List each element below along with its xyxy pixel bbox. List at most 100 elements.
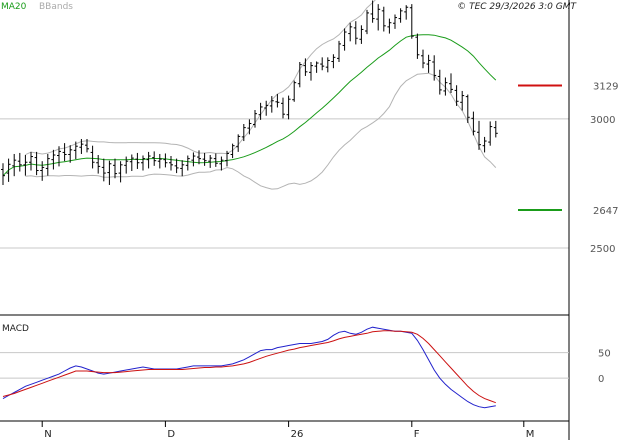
ohlc-bar: [365, 9, 369, 35]
ohlc-bar: [426, 54, 431, 73]
ohlc-bar: [17, 152, 22, 172]
ohlc-bar: [465, 94, 470, 123]
macd-y-tick-label: 50: [598, 349, 611, 360]
ohlc-bar: [471, 111, 476, 136]
ohlc-bar: [79, 138, 84, 154]
macd-y-axis-labels: 50 0: [598, 349, 611, 386]
macd-y-tick-label: 0: [598, 374, 604, 385]
price-panel: 3129 2647 3000 2500 MA20 BBands © TEC 29/3…: [0, 0, 618, 255]
ohlc-bar: [185, 155, 190, 171]
macd-line-path: [2, 326, 496, 409]
ohlc-bar: [460, 90, 465, 111]
price-y-tick-label: 2500: [590, 244, 615, 255]
ohlc-bar: [68, 145, 73, 163]
ohlc-bar: [303, 58, 308, 76]
ohlc-bar: [415, 33, 420, 59]
ohlc-bar: [241, 124, 246, 142]
ohlc-bar: [409, 4, 414, 39]
ohlc-bar: [454, 85, 459, 106]
ohlc-bar: [208, 155, 213, 168]
legend-bbands: BBands: [39, 2, 73, 12]
ohlc-bar: [387, 18, 392, 34]
price-levels: 3129 2647: [518, 82, 618, 217]
ohlc-bar: [163, 153, 168, 168]
ohlc-bar: [51, 149, 56, 170]
ohlc-bar: [247, 119, 252, 135]
ohlc-bar: [353, 21, 358, 45]
ohlc-bar: [253, 110, 257, 128]
ohlc-bar: [23, 155, 28, 176]
ohlc-bar: [482, 136, 487, 153]
ohlc-bar: [57, 146, 61, 167]
ohlc-bar: [152, 151, 157, 166]
ohlc-bar: [118, 161, 123, 183]
ohlc-bar: [29, 151, 33, 171]
legend-ma20: MA20: [1, 2, 27, 12]
ohlc-bar: [230, 143, 235, 159]
ohlc-bar: [348, 22, 353, 42]
ohlc-bar: [12, 153, 17, 177]
price-grid: [0, 118, 569, 249]
ohlc-bar: [174, 158, 179, 174]
x-axis-tick-label: N: [44, 429, 51, 440]
ohlc-bar: [180, 160, 185, 177]
ohlc-bar: [191, 152, 196, 167]
ohlc-bar: [393, 14, 397, 29]
macd-panel: 50 0 MACD: [0, 324, 611, 409]
ohlc-bar: [157, 153, 162, 169]
ohlc-bar: [477, 120, 481, 150]
ohlc-bar: [309, 62, 313, 81]
ohlc-bar: [45, 153, 50, 176]
bband-upper-line: [25, 0, 376, 156]
ohlc-bar: [432, 55, 437, 81]
ohlc-bar: [225, 150, 229, 167]
ohlc-bar: [40, 161, 45, 181]
resistance-level-label: 3129: [593, 82, 618, 93]
macd-grid: [0, 352, 569, 379]
ohlc-bar: [213, 153, 218, 167]
ohlc-bar: [124, 156, 129, 174]
ohlc-bar: [297, 62, 302, 88]
ohlc-bar: [269, 96, 274, 113]
ohlc-bar: [85, 138, 89, 153]
ohlc-bar: [141, 155, 145, 171]
ohlc-bar: [275, 94, 280, 108]
ohlc-bar: [96, 155, 101, 174]
ohlc-bar: [421, 49, 425, 69]
ohlc-bar: [488, 121, 493, 146]
ohlc-bar: [325, 57, 330, 73]
x-axis-tick-label: F: [414, 429, 420, 440]
ohlc-bar: [219, 156, 224, 171]
ohlc-bar: [107, 160, 112, 185]
x-axis-tick-label: D: [167, 429, 175, 440]
ohlc-bar: [443, 77, 448, 96]
ohlc-bar: [370, 0, 375, 23]
ohlc-bars: [1, 0, 498, 185]
macd-lines: [2, 326, 496, 409]
ohlc-bar: [264, 100, 269, 116]
ohlc-bar: [359, 25, 364, 44]
ohlc-bar: [129, 154, 134, 172]
ohlc-bar: [113, 158, 117, 179]
ohlc-bar: [73, 141, 78, 160]
ohlc-bar: [398, 8, 403, 23]
ohlc-bar: [376, 4, 381, 31]
price-y-tick-label: 3000: [590, 115, 615, 126]
x-axis-tick-label: 26: [291, 429, 304, 440]
ohlc-bar: [1, 163, 5, 185]
ohlc-bar: [281, 97, 285, 119]
ohlc-bar: [320, 57, 325, 71]
ma20-path: [2, 34, 497, 177]
ohlc-bar: [292, 80, 297, 102]
ohlc-bar: [101, 158, 106, 182]
ohlc-bar: [202, 152, 207, 166]
ohlc-bar: [314, 61, 319, 73]
ohlc-bar: [404, 5, 409, 20]
macd-title: MACD: [2, 324, 29, 334]
x-axis-tick-label: M: [526, 429, 535, 440]
ohlc-bar: [342, 28, 347, 51]
ohlc-bar: [449, 73, 453, 93]
ohlc-bar: [437, 69, 442, 95]
ohlc-bar: [286, 95, 291, 120]
